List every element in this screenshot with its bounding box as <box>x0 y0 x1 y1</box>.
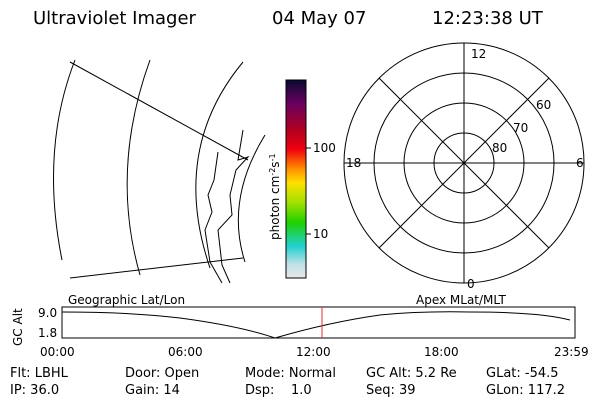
status-field: Seq: 39 <box>366 383 416 398</box>
timeline-ytick: 1.8 <box>38 326 57 340</box>
colorbar-tick-label: 10 <box>313 227 328 241</box>
status-panel: Flt: LBHL Door: Open Mode: Normal GC Alt: 5… <box>10 366 565 398</box>
timeline-xtick: 18:00 <box>424 345 459 359</box>
unit-exp: -2 <box>268 168 277 176</box>
timeline-left-title: Geographic Lat/Lon <box>68 293 185 307</box>
geo-map <box>53 59 266 284</box>
status-field: GC Alt: 5.2 Re <box>366 366 457 381</box>
mlat-label: 60 <box>536 98 551 112</box>
timeline-xtick: 23:59 <box>554 345 589 359</box>
timeline-frame <box>61 306 576 339</box>
colorbar-tick-label: 100 <box>313 141 336 155</box>
status-field: Door: Open <box>125 366 199 381</box>
unit-mid: s <box>268 161 282 167</box>
mlat-label: 70 <box>513 121 528 135</box>
status-field: GLat: -54.5 <box>486 366 559 381</box>
unit-exp: -1 <box>268 153 277 161</box>
timeline-xtick: 06:00 <box>168 345 203 359</box>
status-field: Gain: 14 <box>125 383 180 398</box>
instrument: Ultraviolet Imager <box>33 8 197 29</box>
timeline-axis-label: GC Alt <box>11 308 25 346</box>
colorbar <box>285 79 307 279</box>
timeline-right-title: Apex MLat/MLT <box>416 293 506 307</box>
date: 04 May 07 <box>272 8 366 29</box>
status-field: Flt: LBHL <box>10 366 69 381</box>
polar-grid <box>343 42 585 284</box>
mlt-label: 0 <box>467 277 475 291</box>
time: 12:23:38 UT <box>432 8 544 29</box>
mlt-label: 12 <box>471 47 486 61</box>
gc-alt-curve <box>61 311 571 339</box>
status-field: GLon: 117.2 <box>486 383 565 398</box>
mlt-label: 18 <box>346 156 361 170</box>
timeline-ytick: 9.0 <box>38 306 57 320</box>
mlat-label: 80 <box>492 141 507 155</box>
status-field: IP: 36.0 <box>10 383 59 398</box>
unit-base: photon cm <box>268 176 282 240</box>
status-field: Dsp: 1.0 <box>245 383 312 398</box>
timeline-xtick: 00:00 <box>40 345 75 359</box>
colorbar-unit: photon cm-2s-1 <box>268 153 282 240</box>
mlt-label: 6 <box>576 156 584 170</box>
timeline-xtick: 12:00 <box>296 345 331 359</box>
status-field: Mode: Normal <box>245 366 336 381</box>
